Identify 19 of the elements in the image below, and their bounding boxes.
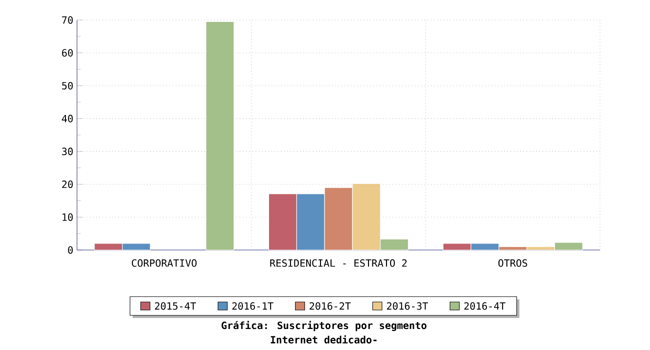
text: Gráfica: Suscriptores por segmento bbox=[222, 320, 426, 332]
y-tick-label: 50 bbox=[62, 82, 73, 90]
y-tick-label: 60 bbox=[62, 49, 73, 57]
y-tick-label: 0 bbox=[68, 246, 73, 254]
x-tick-label: CORPORATIVO bbox=[132, 259, 197, 267]
legend-label: 2016-1T bbox=[232, 302, 274, 310]
legend-label: 2016-2T bbox=[310, 302, 351, 310]
y-tick-label: 30 bbox=[62, 148, 73, 156]
y-tick-label: 70 bbox=[62, 16, 73, 24]
x-tick-label: RESIDENCIAL - ESTRATO 2 bbox=[270, 259, 407, 267]
bar bbox=[206, 21, 234, 250]
y-tick-label: 10 bbox=[62, 213, 73, 221]
legend-label: 2015-4T bbox=[155, 302, 196, 310]
legend-label: 2016-3T bbox=[387, 302, 428, 310]
y-tick-label: 40 bbox=[62, 114, 73, 122]
legend-label: 2016-4T bbox=[464, 302, 506, 310]
text: Internet dedicado- bbox=[270, 335, 377, 344]
y-tick-label: 20 bbox=[62, 180, 73, 188]
x-tick-label: OTROS bbox=[498, 259, 528, 267]
